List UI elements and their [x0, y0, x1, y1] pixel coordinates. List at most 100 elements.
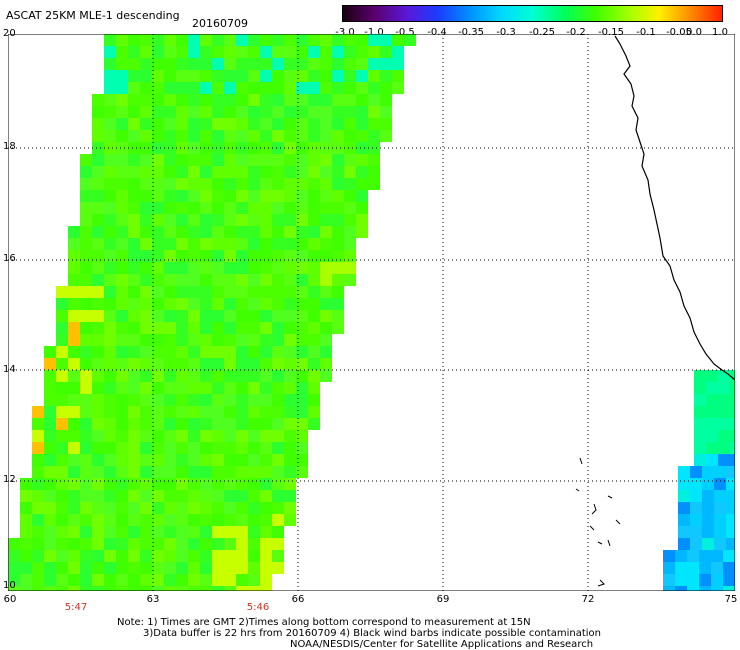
- swath-cell: [272, 394, 284, 406]
- swath-cell: [308, 262, 320, 274]
- swath-cell: [200, 586, 212, 591]
- swath-cell: [104, 538, 116, 550]
- swath-cell: [272, 442, 284, 454]
- swath-cell: [104, 142, 116, 154]
- swath-cell: [68, 550, 80, 562]
- swath-cell: [152, 490, 164, 502]
- swath-cell: [56, 298, 68, 310]
- swath-cell: [104, 430, 116, 442]
- swath-cell: [104, 454, 116, 466]
- swath-cell: [140, 478, 152, 490]
- swath-cell: [224, 298, 236, 310]
- swath-cell: [332, 178, 344, 190]
- swath-cell: [80, 490, 92, 502]
- swath-cell: [140, 382, 152, 394]
- swath-cell: [128, 370, 140, 382]
- swath-cell: [68, 466, 80, 478]
- swath-cell: [272, 430, 284, 442]
- swath-cell: [116, 442, 128, 454]
- colorbar-label: -0.05: [666, 27, 692, 38]
- lat-label: 18: [3, 141, 16, 152]
- swath-cell: [236, 298, 248, 310]
- swath-cell: [308, 322, 320, 334]
- swath-cell: [730, 406, 735, 418]
- swath-cell: [236, 490, 248, 502]
- swath-cell: [140, 34, 152, 46]
- swath-cell: [200, 442, 212, 454]
- swath-cell: [344, 166, 356, 178]
- swath-cell: [80, 310, 92, 322]
- swath-cell: [80, 370, 92, 382]
- swath-cell: [332, 94, 344, 106]
- swath-cell: [92, 106, 104, 118]
- swath-cell: [308, 34, 320, 46]
- swath-cell: [284, 310, 296, 322]
- swath-cell: [44, 550, 56, 562]
- swath-cell: [176, 154, 188, 166]
- swath-cell: [332, 322, 344, 334]
- swath-cell: [200, 34, 212, 46]
- swath-cell: [212, 550, 224, 562]
- swath-cell: [296, 118, 308, 130]
- swath-cell: [164, 382, 176, 394]
- swath-cell: [368, 94, 380, 106]
- islands: [575, 457, 621, 587]
- swath-cell: [140, 94, 152, 106]
- swath-cell: [236, 286, 248, 298]
- swath-cell: [128, 346, 140, 358]
- swath-cell: [368, 142, 380, 154]
- swath-cell: [116, 214, 128, 226]
- swath-cell: [248, 286, 260, 298]
- swath-cell: [140, 562, 152, 574]
- swath-cell: [56, 346, 68, 358]
- swath-cell: [248, 358, 260, 370]
- swath-cell: [140, 214, 152, 226]
- swath-cell: [92, 346, 104, 358]
- swath-cell: [128, 262, 140, 274]
- swath-cell: [236, 346, 248, 358]
- swath-cell: [116, 94, 128, 106]
- swath-cell: [308, 418, 320, 430]
- swath-cell: [188, 46, 200, 58]
- swath-cell: [224, 502, 236, 514]
- swath-cell: [320, 94, 332, 106]
- swath-cell: [176, 142, 188, 154]
- swath-cell: [663, 586, 675, 591]
- swath-cell: [188, 454, 200, 466]
- swath-cell: [260, 514, 272, 526]
- swath-cell: [224, 58, 236, 70]
- swath-cell: [260, 226, 272, 238]
- swath-cell: [92, 238, 104, 250]
- swath-cell: [44, 442, 56, 454]
- swath-cell: [140, 226, 152, 238]
- swath-cell: [404, 34, 416, 46]
- swath-cell: [694, 370, 706, 382]
- swath-cell: [188, 58, 200, 70]
- colorbar-label: -0.15: [598, 27, 624, 38]
- swath-cell: [128, 382, 140, 394]
- swath-cell: [699, 574, 711, 586]
- swath-cell: [212, 202, 224, 214]
- swath-cell: [296, 142, 308, 154]
- swath-cell: [164, 298, 176, 310]
- swath-cell: [284, 118, 296, 130]
- swath-cell: [164, 238, 176, 250]
- swath-cell: [356, 178, 368, 190]
- swath-cell: [176, 526, 188, 538]
- swath-cell: [224, 70, 236, 82]
- swath-cell: [164, 166, 176, 178]
- swath-cell: [128, 322, 140, 334]
- swath-cell: [164, 586, 176, 591]
- swath-cell: [200, 406, 212, 418]
- swath-cell: [236, 382, 248, 394]
- swath-cell: [92, 562, 104, 574]
- swath-cell: [320, 298, 332, 310]
- swath-cell: [356, 190, 368, 202]
- swath-cell: [224, 94, 236, 106]
- swath-cell: [260, 538, 272, 550]
- swath-cell: [248, 82, 260, 94]
- swath-cell: [32, 454, 44, 466]
- swath-cell: [718, 418, 730, 430]
- swath-cell: [296, 466, 308, 478]
- swath-cell: [176, 574, 188, 586]
